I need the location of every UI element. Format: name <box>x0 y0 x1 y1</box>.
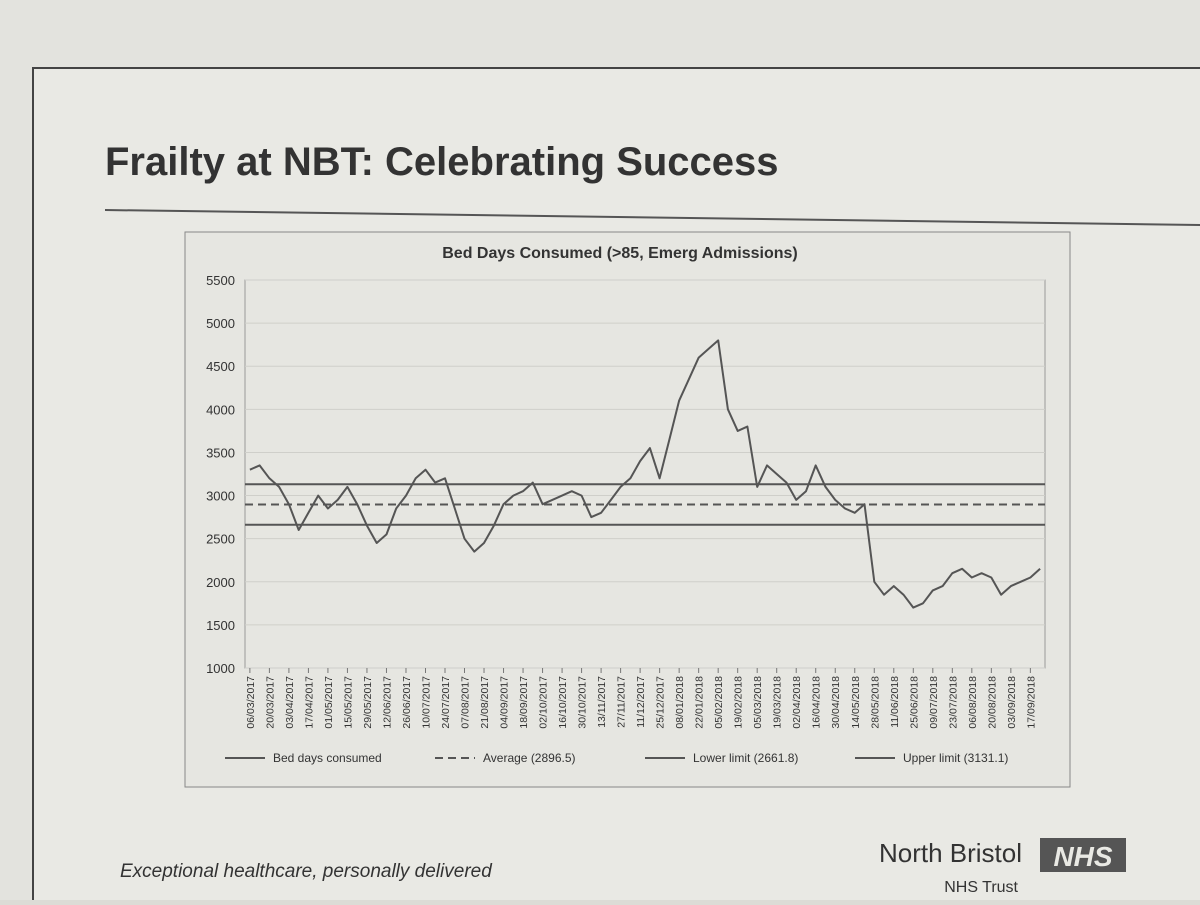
legend-label: Upper limit (3131.1) <box>903 751 1008 765</box>
org-name: North Bristol <box>879 838 1022 868</box>
y-tick-label: 1000 <box>206 661 235 676</box>
footer-tagline: Exceptional healthcare, personally deliv… <box>120 861 493 882</box>
x-tick-label: 07/08/2017 <box>460 676 472 729</box>
data-line <box>249 339 1041 609</box>
x-tick-label: 05/03/2018 <box>752 676 764 729</box>
x-tick-label: 04/09/2017 <box>499 676 511 729</box>
y-tick-label: 5000 <box>206 316 235 331</box>
x-tick-label: 12/06/2017 <box>381 676 393 729</box>
legend-label: Lower limit (2661.8) <box>693 751 798 765</box>
x-tick-label: 02/10/2017 <box>538 676 550 729</box>
x-tick-label: 27/11/2017 <box>616 676 628 728</box>
x-tick-label: 15/05/2017 <box>342 676 354 729</box>
slide-title: Frailty at NBT: Celebrating Success <box>105 140 779 184</box>
x-tick-label: 30/10/2017 <box>577 676 589 729</box>
org-logo: NHS <box>1053 841 1112 872</box>
x-tick-label: 16/10/2017 <box>557 676 569 729</box>
x-tick-label: 10/07/2017 <box>420 676 432 729</box>
x-tick-label: 03/04/2017 <box>284 676 296 729</box>
x-tick-label: 17/04/2017 <box>303 676 315 729</box>
x-tick-label: 22/01/2018 <box>694 676 706 729</box>
x-tick-label: 11/12/2017 <box>635 676 647 728</box>
y-tick-label: 1500 <box>206 618 235 633</box>
legend-label: Bed days consumed <box>273 751 382 765</box>
y-tick-label: 2500 <box>206 532 235 547</box>
x-tick-label: 03/09/2018 <box>1006 676 1018 729</box>
x-tick-label: 08/01/2018 <box>674 676 686 729</box>
x-tick-label: 01/05/2017 <box>323 676 335 729</box>
x-tick-label: 16/04/2018 <box>811 676 823 729</box>
title-rule <box>104 209 1200 226</box>
x-tick-label: 13/11/2017 <box>596 676 608 728</box>
x-tick-label: 30/04/2018 <box>830 676 842 729</box>
x-tick-label: 29/05/2017 <box>362 676 374 729</box>
y-tick-label: 4000 <box>206 402 235 417</box>
x-tick-label: 19/03/2018 <box>772 676 784 729</box>
logo-box <box>1040 838 1126 872</box>
y-tick-label: 3000 <box>206 489 235 504</box>
plot-area <box>244 279 1046 669</box>
legend-label: Average (2896.5) <box>483 751 576 765</box>
x-tick-label: 18/09/2017 <box>518 676 530 729</box>
y-tick-label: 4500 <box>206 359 235 374</box>
x-tick-label: 25/06/2018 <box>908 676 920 729</box>
x-tick-label: 20/03/2017 <box>264 676 276 729</box>
x-tick-label: 19/02/2018 <box>733 676 745 729</box>
x-tick-label: 06/03/2017 <box>245 676 257 729</box>
org-subtitle: NHS Trust <box>944 879 1018 896</box>
x-tick-label: 28/05/2018 <box>869 676 881 729</box>
y-tick-label: 5500 <box>206 273 235 288</box>
y-tick-label: 3500 <box>206 445 235 460</box>
x-tick-label: 14/05/2018 <box>850 676 862 729</box>
x-tick-label: 20/08/2018 <box>986 676 998 729</box>
chart-title: Bed Days Consumed (>85, Emerg Admissions… <box>442 245 798 262</box>
x-tick-label: 24/07/2017 <box>440 676 452 729</box>
x-tick-label: 21/08/2017 <box>479 676 491 729</box>
x-tick-label: 25/12/2017 <box>655 676 667 729</box>
x-tick-label: 26/06/2017 <box>401 676 413 729</box>
x-tick-label: 11/06/2018 <box>889 676 901 728</box>
x-tick-label: 02/04/2018 <box>791 676 803 729</box>
x-tick-label: 06/08/2018 <box>967 676 979 729</box>
x-tick-label: 17/09/2018 <box>1025 676 1037 729</box>
plot: 1000 1500 2000 2500 3000 3500 4000 4500 5000 5500… <box>206 273 1046 765</box>
y-tick-label: 2000 <box>206 575 235 590</box>
x-tick-label: 09/07/2018 <box>928 676 940 729</box>
x-tick-label: 05/02/2018 <box>713 676 725 729</box>
x-tick-label: 23/07/2018 <box>947 676 959 729</box>
